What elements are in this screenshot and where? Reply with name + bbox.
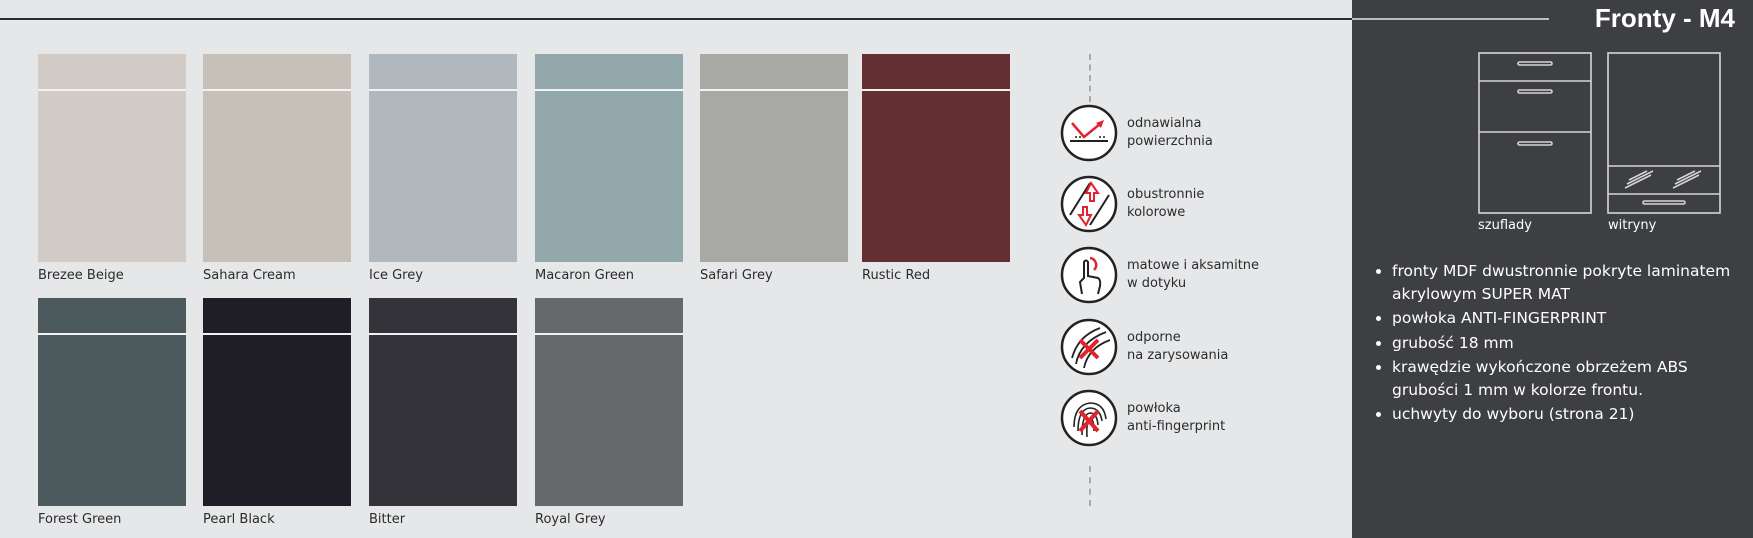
anti-fingerprint-icon bbox=[1060, 389, 1118, 447]
swatch-label: Macaron Green bbox=[535, 268, 635, 283]
feature-line: matowe i aksamitne bbox=[1127, 258, 1260, 273]
color-swatch[interactable]: Macaron Green bbox=[535, 54, 683, 283]
info-panel: Fronty - M4 szuflady witryny fronty MDF … bbox=[1352, 0, 1753, 538]
swatch-panel bbox=[862, 54, 1010, 262]
spec-item: fronty MDF dwustronnie pokryte laminatem… bbox=[1392, 260, 1742, 305]
swatch-label: Safari Grey bbox=[700, 268, 773, 283]
swatch-label: Rustic Red bbox=[862, 268, 931, 283]
drawers-cabinet-icon bbox=[1478, 52, 1592, 214]
color-swatch[interactable]: Brezee Beige bbox=[38, 54, 186, 283]
header-divider bbox=[0, 18, 1352, 20]
swatch-label: Royal Grey bbox=[535, 512, 606, 527]
scratch-resistant-icon bbox=[1060, 318, 1118, 376]
swatch-panel bbox=[203, 54, 351, 262]
swatch-divider bbox=[38, 333, 186, 335]
swatch-divider bbox=[369, 89, 517, 91]
dashed-divider bbox=[1089, 466, 1091, 506]
swatch-panel bbox=[700, 54, 848, 262]
swatch-panel bbox=[535, 54, 683, 262]
feature-line: odporne bbox=[1127, 330, 1181, 345]
feature-line: w dotyku bbox=[1127, 276, 1187, 291]
feature-line: obustronnie bbox=[1127, 187, 1205, 202]
color-swatch[interactable]: Royal Grey bbox=[535, 298, 683, 527]
swatch-panel bbox=[38, 298, 186, 506]
feature-item: obustronnie kolorowe bbox=[1060, 174, 1204, 234]
feature-item: odnawialna powierzchnia bbox=[1060, 103, 1213, 163]
feature-line: kolorowe bbox=[1127, 205, 1186, 220]
swatch-divider bbox=[203, 89, 351, 91]
dashed-divider bbox=[1089, 54, 1091, 102]
swatch-divider bbox=[700, 89, 848, 91]
swatch-panel bbox=[203, 298, 351, 506]
feature-line: powłoka bbox=[1127, 401, 1181, 416]
spec-item: krawędzie wykończone obrzeżem ABS gruboś… bbox=[1392, 356, 1742, 401]
swatch-divider bbox=[38, 89, 186, 91]
spec-item: grubość 18 mm bbox=[1392, 332, 1742, 355]
swatch-panel bbox=[369, 298, 517, 506]
swatch-label: Forest Green bbox=[38, 512, 122, 527]
swatch-panel bbox=[535, 298, 683, 506]
color-swatch[interactable]: Ice Grey bbox=[369, 54, 517, 283]
spec-item: uchwyty do wyboru (strona 21) bbox=[1392, 403, 1742, 426]
touch-icon bbox=[1060, 246, 1118, 304]
vitrines-label: witryny bbox=[1608, 218, 1657, 233]
swatch-label: Brezee Beige bbox=[38, 268, 124, 283]
swatch-divider bbox=[535, 89, 683, 91]
feature-item: powłoka anti-fingerprint bbox=[1060, 388, 1225, 448]
color-swatch[interactable]: Safari Grey bbox=[700, 54, 848, 283]
swatch-label: Sahara Cream bbox=[203, 268, 296, 283]
swatch-panel bbox=[369, 54, 517, 262]
swatch-label: Bitter bbox=[369, 512, 406, 527]
swatch-label: Ice Grey bbox=[369, 268, 423, 283]
swatch-divider bbox=[862, 89, 1010, 91]
swatch-label: Pearl Black bbox=[203, 512, 275, 527]
color-swatch[interactable]: Rustic Red bbox=[862, 54, 1010, 283]
feature-line: anti-fingerprint bbox=[1127, 419, 1226, 434]
color-swatch[interactable]: Forest Green bbox=[38, 298, 186, 527]
color-swatch[interactable]: Sahara Cream bbox=[203, 54, 351, 283]
double-sided-color-icon bbox=[1060, 175, 1118, 233]
feature-line: powierzchnia bbox=[1127, 134, 1213, 149]
swatch-panel bbox=[38, 54, 186, 262]
drawers-label: szuflady bbox=[1478, 218, 1532, 233]
page-title: Fronty - M4 bbox=[1594, 3, 1735, 33]
feature-line: na zarysowania bbox=[1127, 348, 1229, 363]
renewable-surface-icon bbox=[1060, 104, 1118, 162]
vitrine-cabinet-icon bbox=[1607, 52, 1721, 214]
color-swatch[interactable]: Bitter bbox=[369, 298, 517, 527]
feature-item: matowe i aksamitne w dotyku bbox=[1060, 245, 1259, 305]
feature-item: odporne na zarysowania bbox=[1060, 317, 1228, 377]
swatch-divider bbox=[369, 333, 517, 335]
swatch-divider bbox=[203, 333, 351, 335]
color-swatch[interactable]: Pearl Black bbox=[203, 298, 351, 527]
title-divider bbox=[1352, 18, 1549, 20]
swatch-divider bbox=[535, 333, 683, 335]
feature-line: odnawialna bbox=[1127, 116, 1202, 131]
spec-list: fronty MDF dwustronnie pokryte laminatem… bbox=[1372, 260, 1742, 428]
spec-item: powłoka ANTI-FINGERPRINT bbox=[1392, 307, 1742, 330]
